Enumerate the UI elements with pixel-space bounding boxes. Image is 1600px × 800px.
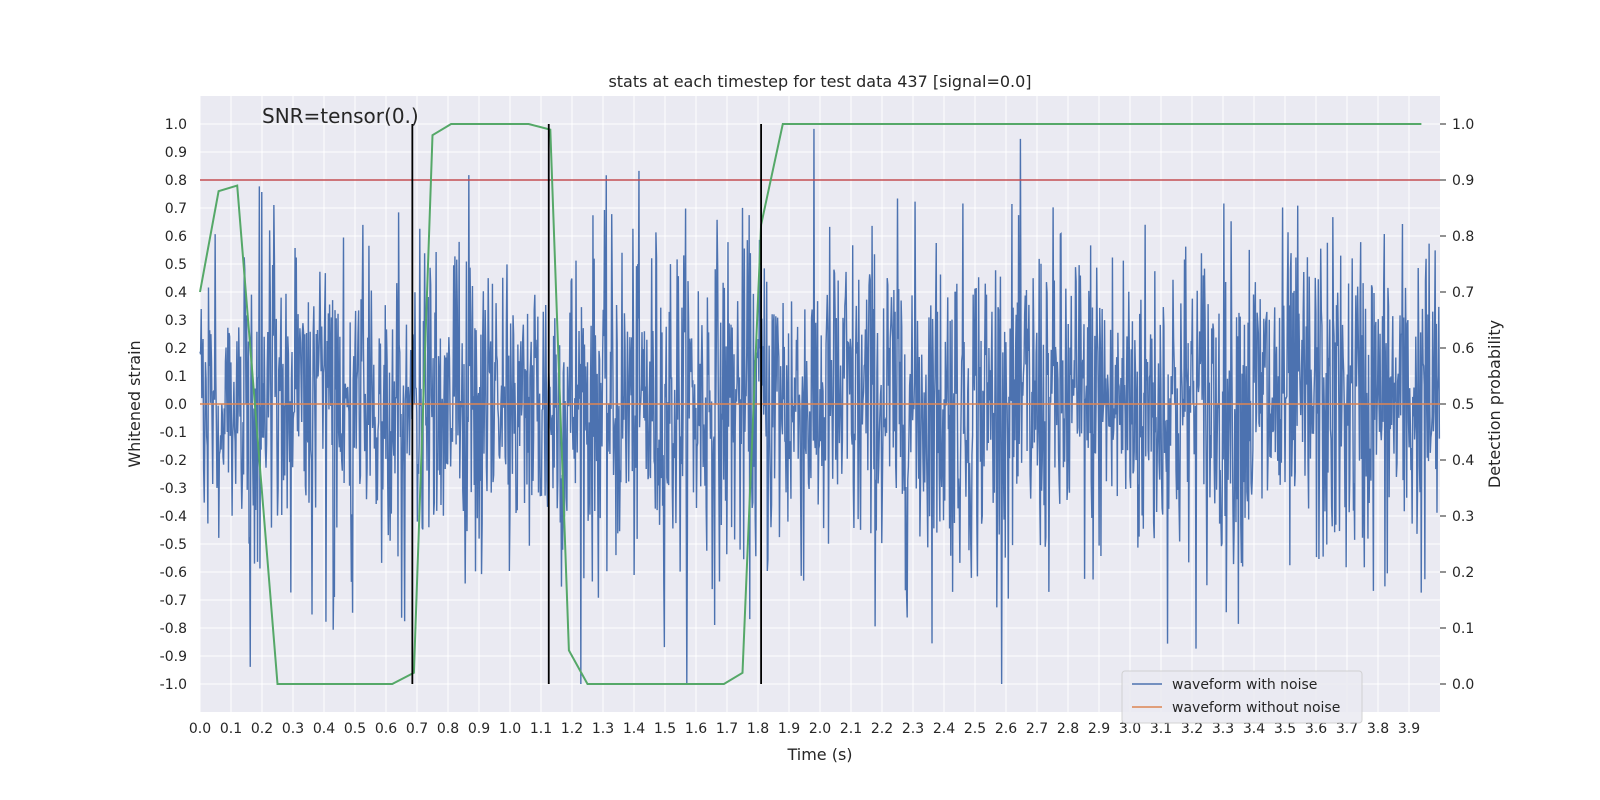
y-tick-label: 0.2 xyxy=(165,341,187,357)
y-tick-label: 0.3 xyxy=(165,313,187,329)
y-tick-label: 1.0 xyxy=(165,117,187,133)
x-tick-label: 2.4 xyxy=(933,721,955,737)
y-right-tick-label: 0.5 xyxy=(1452,397,1474,413)
x-tick-label: 3.5 xyxy=(1274,721,1296,737)
x-tick-label: 3.9 xyxy=(1398,721,1420,737)
x-tick-label: 2.7 xyxy=(1026,721,1048,737)
x-tick-label: 1.7 xyxy=(716,721,738,737)
y-tick-label: 0.4 xyxy=(165,285,187,301)
series-line-waveform-with-noise xyxy=(199,128,1441,685)
x-tick-label: 3.3 xyxy=(1212,721,1234,737)
y-tick-label: 0.6 xyxy=(165,229,187,245)
y-tick-label: -0.1 xyxy=(160,425,187,441)
x-tick-label: 2.2 xyxy=(871,721,893,737)
x-tick-label: 1.9 xyxy=(778,721,800,737)
y-tick-label: -0.5 xyxy=(160,537,187,553)
y-right-tick-label: 0.2 xyxy=(1452,565,1474,581)
y-right-tick-label: 0.6 xyxy=(1452,341,1474,357)
y-tick-label: 0.9 xyxy=(165,145,187,161)
y-tick-label: -0.7 xyxy=(160,593,187,609)
overlay-layer xyxy=(199,123,1440,685)
x-tick-label: 1.2 xyxy=(561,721,583,737)
plot-title: stats at each timestep for test data 437… xyxy=(608,72,1031,91)
x-tick-label: 3.8 xyxy=(1367,721,1389,737)
x-tick-label: 3.1 xyxy=(1150,721,1172,737)
y-right-tick-label: 0.8 xyxy=(1452,229,1474,245)
series-line-detection-probability xyxy=(199,123,1422,685)
x-tick-label: 0.0 xyxy=(189,721,211,737)
y-tick-label: 0.1 xyxy=(165,369,187,385)
x-tick-label: 0.2 xyxy=(251,721,273,737)
x-tick-label: 1.6 xyxy=(685,721,707,737)
x-axis-title: Time (s) xyxy=(786,745,852,764)
x-tick-label: 0.7 xyxy=(406,721,428,737)
y-right-tick-label: 0.9 xyxy=(1452,173,1474,189)
x-tick-label: 1.5 xyxy=(654,721,676,737)
snr-annotation: SNR=tensor(0.) xyxy=(262,104,419,128)
x-tick-label: 2.6 xyxy=(995,721,1017,737)
y-tick-label: -0.2 xyxy=(160,453,187,469)
x-tick-label: 0.6 xyxy=(375,721,397,737)
y-tick-label: -0.9 xyxy=(160,649,187,665)
x-tick-label: 2.9 xyxy=(1088,721,1110,737)
x-tick-label: 2.1 xyxy=(840,721,862,737)
y-tick-label: -1.0 xyxy=(160,677,187,693)
y-right-tick-label: 1.0 xyxy=(1452,117,1474,133)
y-tick-label: 0.8 xyxy=(165,173,187,189)
x-tick-label: 2.8 xyxy=(1057,721,1079,737)
x-tick-label: 2.5 xyxy=(964,721,986,737)
y-tick-label: -0.6 xyxy=(160,565,187,581)
x-tick-label: 1.1 xyxy=(530,721,552,737)
y-right-tick-label: 0.0 xyxy=(1452,677,1474,693)
x-tick-label: 3.7 xyxy=(1336,721,1358,737)
x-tick-label: 2.3 xyxy=(902,721,924,737)
x-tick-label: 1.8 xyxy=(747,721,769,737)
tick-labels: 0.0 0.1 0.2 0.3 0.4 0.5 0.6 0.7 0.8 0.9 1.0 1.1 1.2 1… xyxy=(160,117,1475,737)
x-tick-label: 1.4 xyxy=(623,721,645,737)
x-tick-label: 3.0 xyxy=(1119,721,1141,737)
y-tick-label: -0.4 xyxy=(160,509,187,525)
x-tick-label: 3.4 xyxy=(1243,721,1265,737)
x-tick-label: 0.8 xyxy=(437,721,459,737)
y-tick-label: 0.0 xyxy=(165,397,187,413)
legend-box xyxy=(1121,670,1363,724)
x-tick-label: 0.3 xyxy=(282,721,304,737)
y-axis-title: Whitened strain xyxy=(125,340,144,467)
x-tick-label: 2.0 xyxy=(809,721,831,737)
x-tick-label: 1.0 xyxy=(499,721,521,737)
y-tick-label: 0.7 xyxy=(165,201,187,217)
y-axis-right-title: Detection probability xyxy=(1485,320,1504,488)
noise-series xyxy=(199,128,1441,685)
y-tick-label: -0.8 xyxy=(160,621,187,637)
x-tick-label: 1.3 xyxy=(592,721,614,737)
y-right-tick-label: 0.4 xyxy=(1452,453,1474,469)
y-right-tick-label: 0.1 xyxy=(1452,621,1474,637)
legend-label-without-noise: waveform without noise xyxy=(1172,700,1340,716)
x-tick-label: 0.9 xyxy=(468,721,490,737)
x-tick-label: 3.6 xyxy=(1305,721,1327,737)
y-right-tick-label: 0.3 xyxy=(1452,509,1474,525)
x-tick-label: 0.1 xyxy=(220,721,242,737)
x-tick-label: 0.5 xyxy=(344,721,366,737)
legend: waveform with noise waveform without noi… xyxy=(1121,670,1363,724)
y-tick-label: -0.3 xyxy=(160,481,187,497)
x-tick-label: 0.4 xyxy=(313,721,335,737)
x-tick-label: 3.2 xyxy=(1181,721,1203,737)
legend-label-with-noise: waveform with noise xyxy=(1172,677,1317,693)
y-tick-label: 0.5 xyxy=(165,257,187,273)
y-right-tick-label: 0.7 xyxy=(1452,285,1474,301)
